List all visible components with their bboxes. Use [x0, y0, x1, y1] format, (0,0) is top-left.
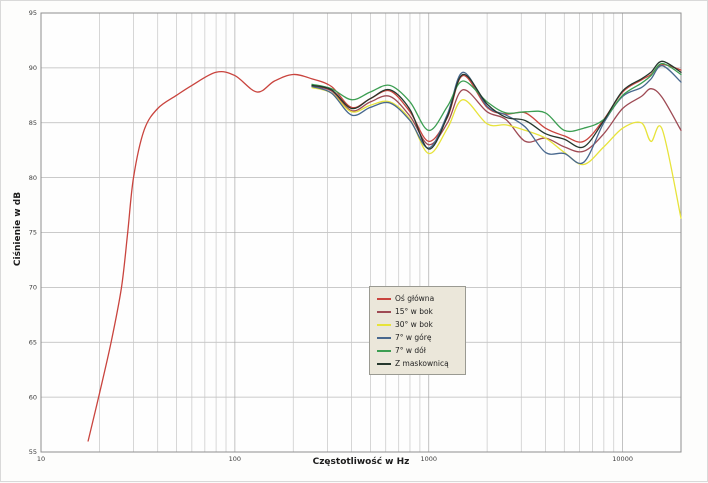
legend-item: 7° w górę [377, 331, 461, 344]
x-tick-label: 10 [37, 455, 45, 463]
legend-item: 7° w dół [377, 344, 461, 357]
legend-line-swatch [377, 362, 391, 365]
curve-4 [311, 62, 682, 133]
legend-item: Z maskownicą [377, 357, 461, 370]
y-tick-label: 85 [29, 119, 37, 127]
x-axis-title: Częstotliwość w Hz [312, 457, 410, 467]
legend-line-swatch [377, 336, 391, 339]
legend-line-swatch [377, 297, 391, 300]
legend-item: 15° w bok [377, 305, 461, 318]
legend-line-swatch [377, 349, 391, 352]
y-tick-label: 95 [29, 9, 37, 17]
curve-5 [311, 60, 682, 150]
curve-1 [311, 85, 682, 153]
y-tick-label: 60 [29, 393, 37, 401]
y-tick-label: 90 [29, 64, 37, 72]
legend-label: 7° w dół [395, 346, 426, 355]
y-tick-label: 65 [29, 338, 37, 346]
plot-border [40, 12, 682, 453]
y-tick-label: 80 [29, 174, 37, 182]
legend-label: 7° w górę [395, 333, 432, 342]
legend-item: 30° w bok [377, 318, 461, 331]
curve-3 [311, 65, 682, 165]
legend-item: Oś główna [377, 292, 461, 305]
x-tick-label: 100 [229, 455, 241, 463]
x-tick-label: 1000 [420, 455, 437, 463]
y-axis-title: Ciśnienie w dB [13, 191, 23, 267]
curve-2 [311, 86, 682, 219]
legend-label: Z maskownicą [395, 359, 449, 368]
legend-line-swatch [377, 310, 391, 313]
legend-label: 30° w bok [395, 320, 433, 329]
legend-label: 15° w bok [395, 307, 433, 316]
legend-line-swatch [377, 323, 391, 326]
x-tick-label: 10000 [612, 455, 633, 463]
legend-label: Oś główna [395, 294, 435, 303]
y-tick-label: 70 [29, 284, 37, 292]
y-tick-label: 55 [29, 448, 37, 456]
y-tick-label: 75 [29, 229, 37, 237]
legend: Oś główna 15° w bok 30° w bok 7° w górę 7° w… [369, 286, 466, 375]
